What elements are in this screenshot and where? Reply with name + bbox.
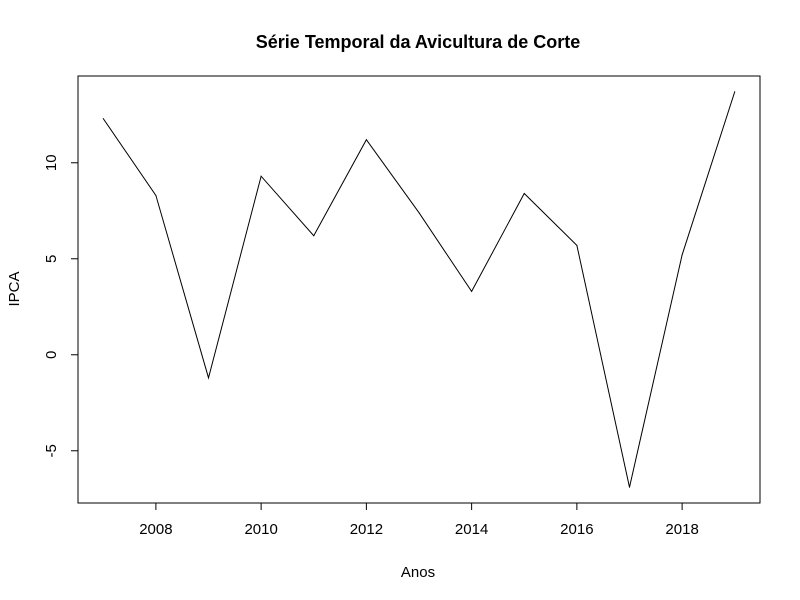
x-tick-label-2016: 2016	[560, 521, 593, 538]
y-tick-label-10: 10	[43, 154, 60, 171]
data-point-2018	[681, 254, 683, 256]
x-axis-label: Anos	[401, 564, 435, 581]
x-tick-label-2014: 2014	[455, 521, 488, 538]
y-axis: -5 0 5 10	[43, 154, 79, 457]
chart-title: Série Temporal da Avicultura de Corte	[256, 32, 580, 52]
x-tick-label-2012: 2012	[350, 521, 383, 538]
y-axis-label: IPCA	[6, 271, 23, 306]
x-tick-label-2008: 2008	[139, 521, 172, 538]
y-tick-label-0: 0	[43, 351, 60, 359]
data-point-2014	[471, 290, 473, 292]
data-point-2012	[365, 139, 367, 141]
data-point-2015	[523, 193, 525, 195]
data-point-2019	[734, 91, 736, 93]
x-axis: 2008 2010 2012 2014 2016 2018	[139, 502, 699, 538]
data-point-2007	[102, 118, 104, 120]
data-point-2011	[313, 235, 315, 237]
data-point-2013	[418, 212, 420, 214]
x-tick-label-2018: 2018	[665, 521, 698, 538]
series-line-ipca	[102, 91, 736, 488]
plot-frame	[77, 75, 761, 504]
data-point-2017	[628, 486, 630, 488]
data-point-2016	[576, 244, 578, 246]
y-tick-label-neg5: -5	[43, 444, 60, 457]
x-tick-label-2010: 2010	[244, 521, 277, 538]
data-point-2009	[208, 377, 210, 379]
data-point-2008	[155, 194, 157, 196]
series-points	[102, 91, 736, 488]
y-tick-label-5: 5	[43, 255, 60, 263]
data-point-2010	[260, 175, 262, 177]
